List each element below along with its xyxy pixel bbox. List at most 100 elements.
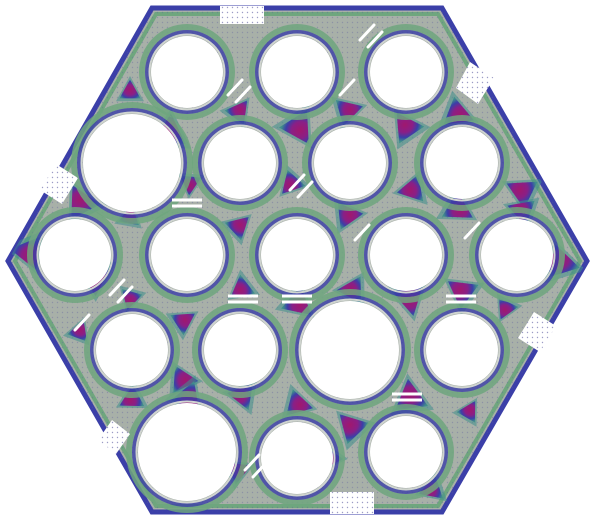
hole-r3-3 (249, 207, 345, 303)
hole-rim-blue (90, 308, 174, 392)
hole (314, 127, 386, 199)
stress-core (499, 297, 519, 320)
stress-core (170, 313, 196, 336)
hole (261, 36, 333, 108)
hole-r1-2 (249, 24, 345, 120)
stress-core (506, 181, 538, 209)
slit (353, 223, 371, 242)
hole (151, 36, 223, 108)
stress-core (119, 79, 141, 99)
hole-rim-green (84, 302, 180, 398)
stress-core (224, 216, 249, 241)
hole (261, 219, 333, 291)
hole (83, 114, 181, 212)
gap-dots (220, 6, 264, 24)
slit (338, 78, 356, 97)
hole-rim-blue (198, 308, 282, 392)
slit (296, 180, 314, 199)
hole-r3-2 (139, 207, 235, 303)
stress-core (286, 389, 314, 416)
boundary-gap (98, 420, 130, 454)
stress-core (281, 169, 306, 194)
hole-r2-2 (192, 115, 288, 211)
hole-r3-1 (27, 207, 123, 303)
hole-rim-blue (77, 108, 187, 218)
hole-rim-blue (364, 30, 448, 114)
hole (301, 301, 399, 399)
hole-rim-green (249, 24, 345, 120)
hole-rim-blue (475, 213, 559, 297)
hole-rim-light (367, 33, 445, 111)
hole-rim-light (148, 33, 226, 111)
hole (370, 36, 442, 108)
hole-rim-blue (364, 410, 448, 494)
hole-rim-light (258, 216, 336, 294)
hole-rim-green (289, 289, 411, 411)
hole-rim-light (201, 311, 279, 389)
hole-rim-light (258, 419, 336, 497)
hole-rim-green (358, 207, 454, 303)
boundary-gap (456, 62, 494, 104)
hole-rim-blue (145, 213, 229, 297)
hole-rim-green (358, 24, 454, 120)
hole-rim-blue (255, 30, 339, 114)
hole-rim-light (258, 33, 336, 111)
hole-rim-blue (145, 30, 229, 114)
stress-core (339, 414, 370, 445)
hole-rim-green (139, 24, 235, 120)
hole-rim-green (192, 115, 288, 211)
stress-core (67, 320, 87, 342)
hole (39, 219, 111, 291)
hole-rim-light (298, 298, 402, 402)
hole-rim-light (367, 216, 445, 294)
hole-r3-5 (469, 207, 565, 303)
boundary-gap (220, 6, 264, 24)
slit (251, 460, 269, 479)
hole (96, 314, 168, 386)
hole-r4-3 (289, 289, 411, 411)
hole-r5-2 (249, 410, 345, 506)
hole-r3-4 (358, 207, 454, 303)
gap-dots (98, 420, 130, 454)
hole-rim-blue (420, 308, 504, 392)
slit (358, 23, 376, 42)
hole-rim-green (249, 207, 345, 303)
hole-rim-green (192, 302, 288, 398)
slit (226, 78, 244, 97)
hole-rim-light (201, 124, 279, 202)
slit (234, 85, 252, 104)
hole-rim-light (311, 124, 389, 202)
boundary-gap (518, 312, 556, 352)
hole (370, 416, 442, 488)
hole-rim-light (36, 216, 114, 294)
gap-dots (40, 164, 78, 204)
hole-r2-4 (414, 115, 510, 211)
slit (243, 453, 261, 472)
slit (108, 278, 126, 297)
hole-rim-green (139, 207, 235, 303)
hole-rim-green (414, 302, 510, 398)
hole-rim-green (71, 102, 193, 224)
hole-rim-green (469, 207, 565, 303)
hole-rim-light (478, 216, 556, 294)
hole-rim-green (126, 391, 248, 513)
hole (426, 127, 498, 199)
stress-core (396, 174, 424, 202)
hole-rim-light (80, 111, 184, 215)
gap-dots (456, 62, 494, 104)
stress-core (173, 365, 199, 393)
hole (370, 219, 442, 291)
hole-rim-blue (132, 397, 242, 507)
hole-r1-3 (358, 24, 454, 120)
hole-rim-blue (198, 121, 282, 205)
hole (138, 403, 236, 501)
hole-r4-1 (84, 302, 180, 398)
hole-r5-1 (126, 391, 248, 513)
holes-layer (27, 24, 565, 513)
hole-rim-light (423, 311, 501, 389)
hole-rim-light (135, 400, 239, 504)
hole-r2-3 (302, 115, 398, 211)
stress-core (456, 400, 476, 423)
hole-rim-green (27, 207, 123, 303)
